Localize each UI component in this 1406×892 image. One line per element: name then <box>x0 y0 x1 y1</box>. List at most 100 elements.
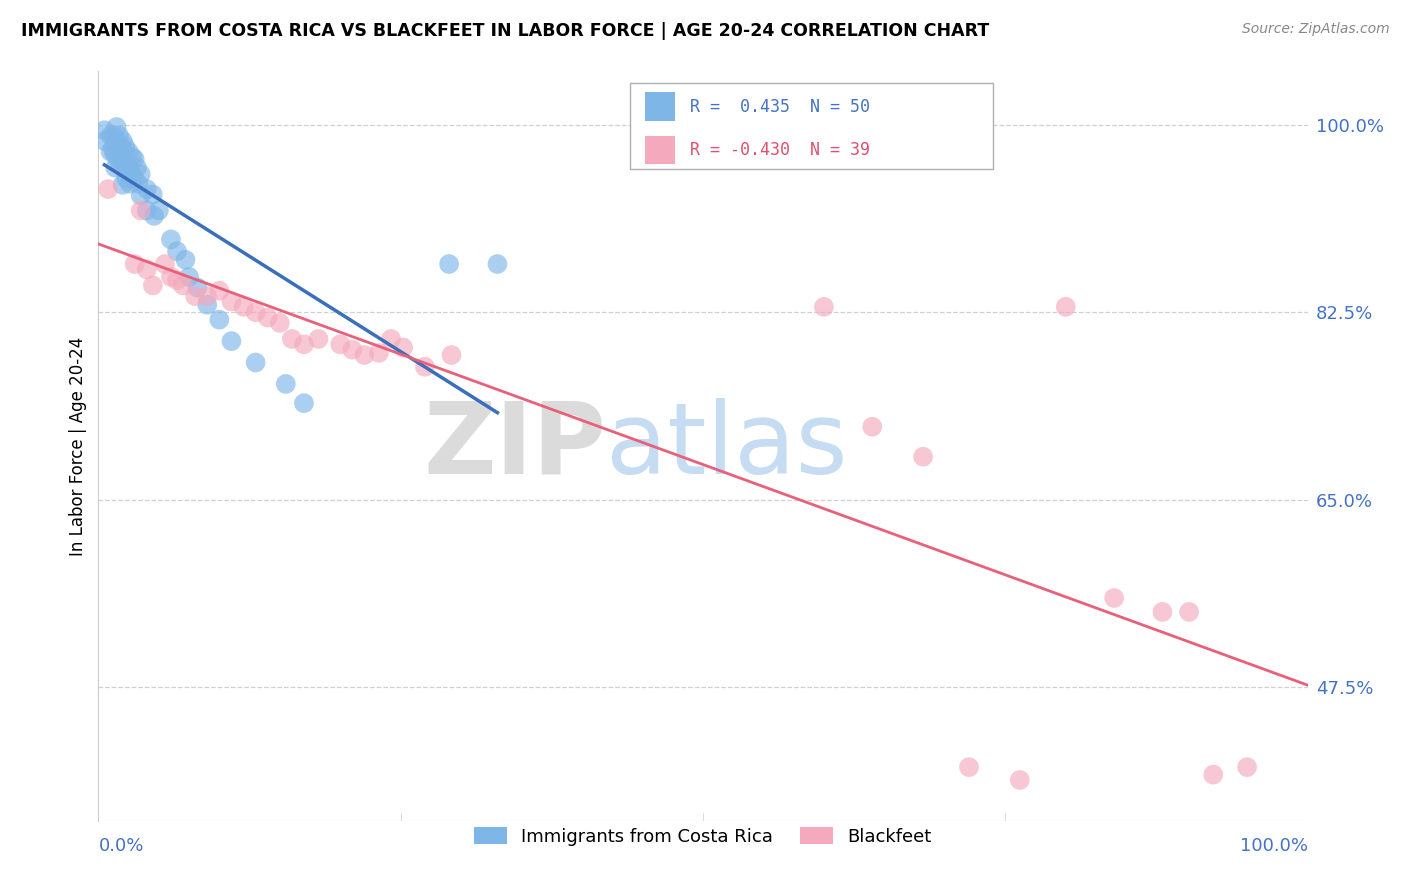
Point <box>121 167 143 181</box>
Point <box>1102 591 1125 605</box>
Point <box>957 760 980 774</box>
Point <box>245 305 267 319</box>
Point <box>111 145 134 159</box>
Text: R = -0.430  N = 39: R = -0.430 N = 39 <box>690 141 870 159</box>
Point <box>195 289 218 303</box>
Point <box>127 177 149 191</box>
Point <box>208 312 231 326</box>
Text: atlas: atlas <box>606 398 848 494</box>
Text: 0.0%: 0.0% <box>98 837 143 855</box>
Point <box>269 316 291 330</box>
Point <box>105 120 128 134</box>
Point <box>486 257 509 271</box>
Point <box>179 269 201 284</box>
Point <box>1236 760 1258 774</box>
Point <box>100 128 122 143</box>
Point <box>97 182 120 196</box>
Point <box>93 134 115 148</box>
Point <box>813 300 835 314</box>
Point <box>232 300 254 314</box>
Point <box>292 337 315 351</box>
Point <box>105 150 128 164</box>
Point <box>135 203 157 218</box>
Y-axis label: In Labor Force | Age 20-24: In Labor Force | Age 20-24 <box>69 336 87 556</box>
Point <box>413 359 436 374</box>
Point <box>118 145 141 159</box>
Point <box>111 134 134 148</box>
Point <box>93 123 115 137</box>
Point <box>392 341 415 355</box>
Point <box>860 419 883 434</box>
Point <box>1054 300 1077 314</box>
Point <box>342 343 364 357</box>
Point <box>108 156 131 170</box>
Point <box>353 348 375 362</box>
Point <box>221 294 243 309</box>
Point <box>135 262 157 277</box>
Point <box>104 161 127 175</box>
Point <box>245 355 267 369</box>
Point <box>281 332 304 346</box>
Point <box>292 396 315 410</box>
Point <box>172 278 194 293</box>
Point <box>111 178 134 192</box>
Point <box>135 182 157 196</box>
Point <box>160 269 183 284</box>
Point <box>101 141 124 155</box>
Text: ZIP: ZIP <box>423 398 606 494</box>
Point <box>184 289 207 303</box>
Point <box>127 161 149 175</box>
Point <box>256 310 278 325</box>
Point <box>118 161 141 175</box>
Point <box>208 284 231 298</box>
Point <box>124 171 146 186</box>
Point <box>221 334 243 348</box>
Point <box>440 348 463 362</box>
Point <box>380 332 402 346</box>
Point <box>912 450 935 464</box>
Point <box>166 273 188 287</box>
Text: R =  0.435  N = 50: R = 0.435 N = 50 <box>690 98 870 116</box>
Point <box>142 278 165 293</box>
Point <box>1178 605 1201 619</box>
Point <box>329 337 352 351</box>
Point <box>129 167 152 181</box>
Point <box>108 139 131 153</box>
Legend: Immigrants from Costa Rica, Blackfeet: Immigrants from Costa Rica, Blackfeet <box>467 820 939 853</box>
Point <box>111 161 134 175</box>
Point <box>108 128 131 143</box>
Point <box>160 232 183 246</box>
Point <box>166 244 188 259</box>
Point <box>187 280 209 294</box>
Point <box>1008 772 1031 787</box>
Point <box>100 145 122 159</box>
Point <box>124 152 146 166</box>
Point <box>143 209 166 223</box>
Point <box>368 346 391 360</box>
FancyBboxPatch shape <box>630 83 993 169</box>
Bar <box>645 136 675 164</box>
Point <box>308 332 330 346</box>
Text: IMMIGRANTS FROM COSTA RICA VS BLACKFEET IN LABOR FORCE | AGE 20-24 CORRELATION C: IMMIGRANTS FROM COSTA RICA VS BLACKFEET … <box>21 22 990 40</box>
Point <box>437 257 460 271</box>
Point <box>118 177 141 191</box>
Point <box>129 203 152 218</box>
Point <box>114 156 136 170</box>
Point <box>129 188 152 202</box>
Point <box>115 171 138 186</box>
Point <box>124 257 146 271</box>
Point <box>1152 605 1174 619</box>
Point <box>148 203 170 218</box>
Point <box>103 145 125 160</box>
Point <box>101 128 124 143</box>
Text: Source: ZipAtlas.com: Source: ZipAtlas.com <box>1241 22 1389 37</box>
Text: 100.0%: 100.0% <box>1240 837 1308 855</box>
Point <box>274 376 297 391</box>
Point <box>174 252 197 267</box>
Point <box>121 150 143 164</box>
Bar <box>645 93 675 121</box>
Point <box>114 139 136 153</box>
Point <box>1202 767 1225 781</box>
Point <box>195 298 218 312</box>
Point <box>142 187 165 202</box>
